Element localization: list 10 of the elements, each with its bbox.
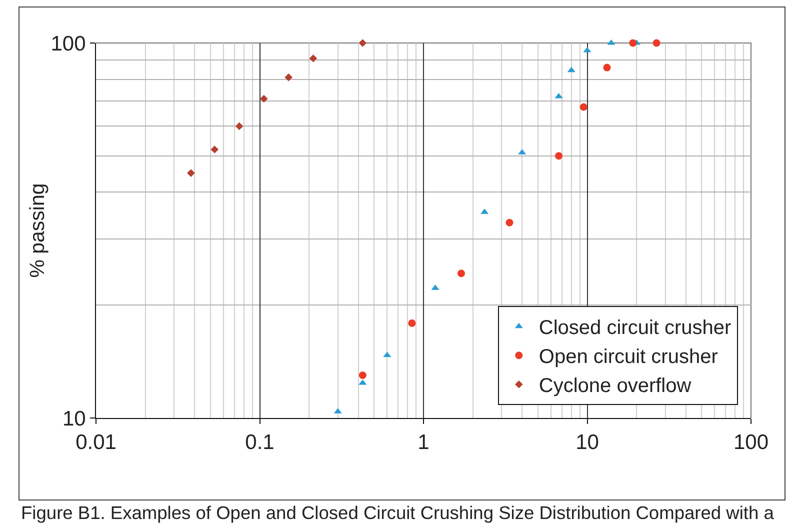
caption: Figure B1. Examples of Open and Closed Circuit Crushing Size Distribution Compared with a [21, 502, 775, 523]
x-tick-label: 10 [576, 431, 599, 454]
legend-label: Closed circuit crusher [538, 317, 732, 340]
x-tick-label: 1 [418, 431, 430, 454]
x-tick-label: 0.01 [76, 431, 116, 454]
y-axis-title: % passing [26, 183, 50, 278]
x-tick-label: 0.1 [245, 431, 274, 454]
legend-label: Open circuit crusher [538, 346, 718, 368]
x-tick-label: 100 [733, 431, 769, 454]
legend-label: Cyclone overflow [538, 375, 692, 398]
